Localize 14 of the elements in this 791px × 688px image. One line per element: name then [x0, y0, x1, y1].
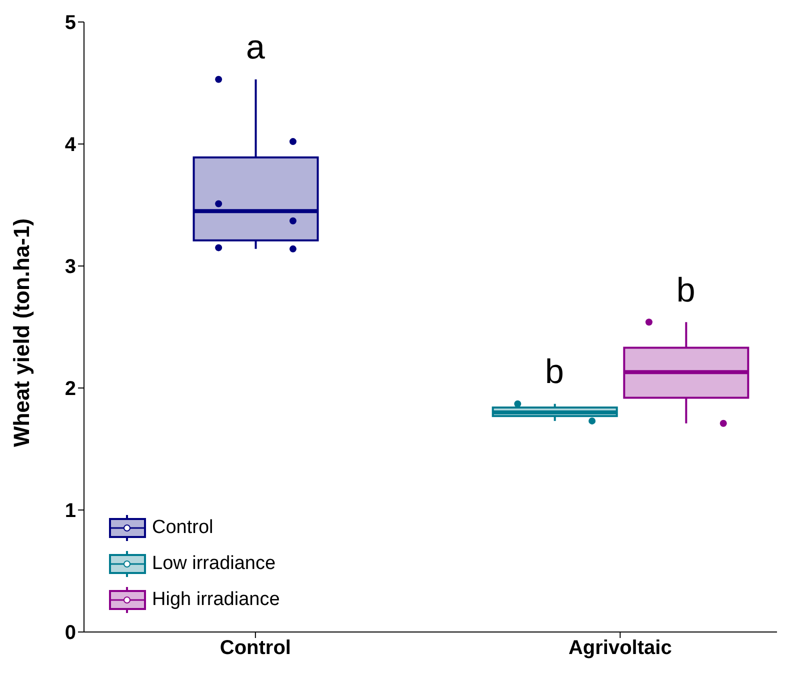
annotation: b	[676, 271, 696, 310]
y-tick-label: 0	[64, 622, 76, 644]
y-axis-title: Wheat yield (ton.ha-1)	[8, 218, 34, 447]
y-tick-label: 1	[64, 500, 76, 522]
x-tick-label: Agrivoltaic	[568, 637, 672, 660]
y-tick-label: 5	[64, 12, 76, 34]
legend-label: Low irradiance	[152, 553, 276, 575]
annotation: b	[545, 352, 564, 391]
legend-label: High irradiance	[152, 589, 280, 611]
annotation: a	[246, 28, 265, 66]
legend-label: Control	[152, 517, 214, 539]
y-tick-label: 2	[64, 378, 76, 400]
y-tick-label: 3	[64, 256, 76, 278]
y-tick-label: 4	[64, 134, 77, 156]
